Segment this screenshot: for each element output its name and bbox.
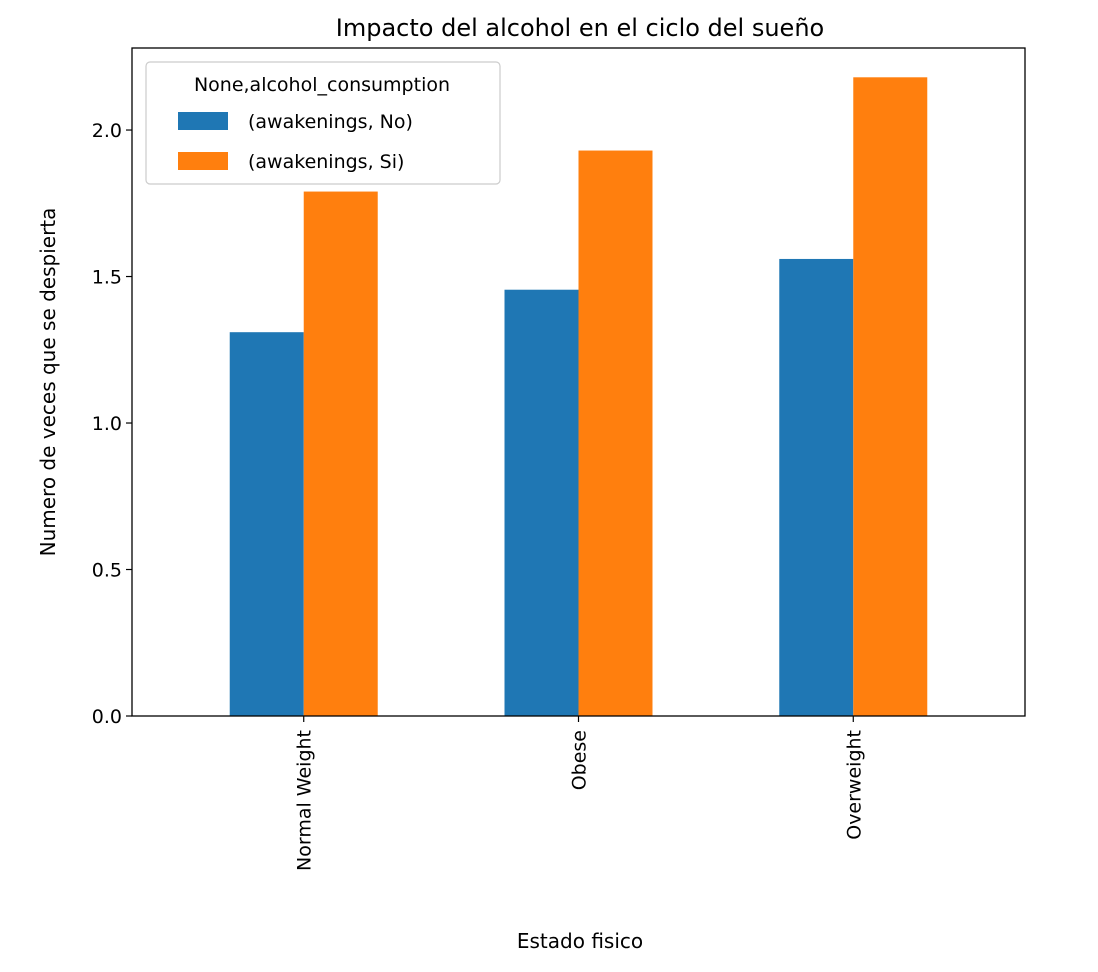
legend-title: None,alcohol_consumption [194, 74, 450, 96]
y-tick-label: 1.0 [92, 413, 122, 435]
bar-si-0 [303, 191, 378, 716]
y-axis-label: Numero de veces que se despierta [36, 208, 60, 557]
bar-no-0 [229, 332, 304, 716]
legend-swatch-si [178, 152, 228, 170]
bar-no-2 [779, 258, 854, 716]
x-axis: Normal Weight Obese Overweight [294, 716, 865, 871]
legend-swatch-no [178, 112, 228, 130]
bar-si-1 [578, 150, 653, 717]
y-tick-label: 0.5 [92, 560, 122, 582]
chart-title: Impacto del alcohol en el ciclo del sueñ… [336, 14, 824, 42]
bar-no-1 [504, 289, 579, 716]
legend-label-si: (awakenings, Si) [248, 151, 404, 173]
x-tick-label: Overweight [843, 730, 865, 840]
x-tick-label: Obese [569, 730, 591, 790]
x-axis-label: Estado fisico [517, 929, 643, 953]
bar-si-2 [853, 77, 928, 717]
legend: None,alcohol_consumption (awakenings, No… [145, 61, 501, 185]
y-axis: 0.0 0.5 1.0 1.5 2.0 [92, 120, 132, 728]
y-tick-label: 2.0 [92, 120, 122, 142]
x-tick-label: Normal Weight [294, 730, 316, 871]
legend-box [145, 61, 501, 185]
y-tick-label: 0.0 [92, 706, 122, 728]
y-tick-label: 1.5 [92, 267, 122, 289]
bars-group [229, 77, 928, 717]
legend-label-no: (awakenings, No) [248, 111, 413, 133]
